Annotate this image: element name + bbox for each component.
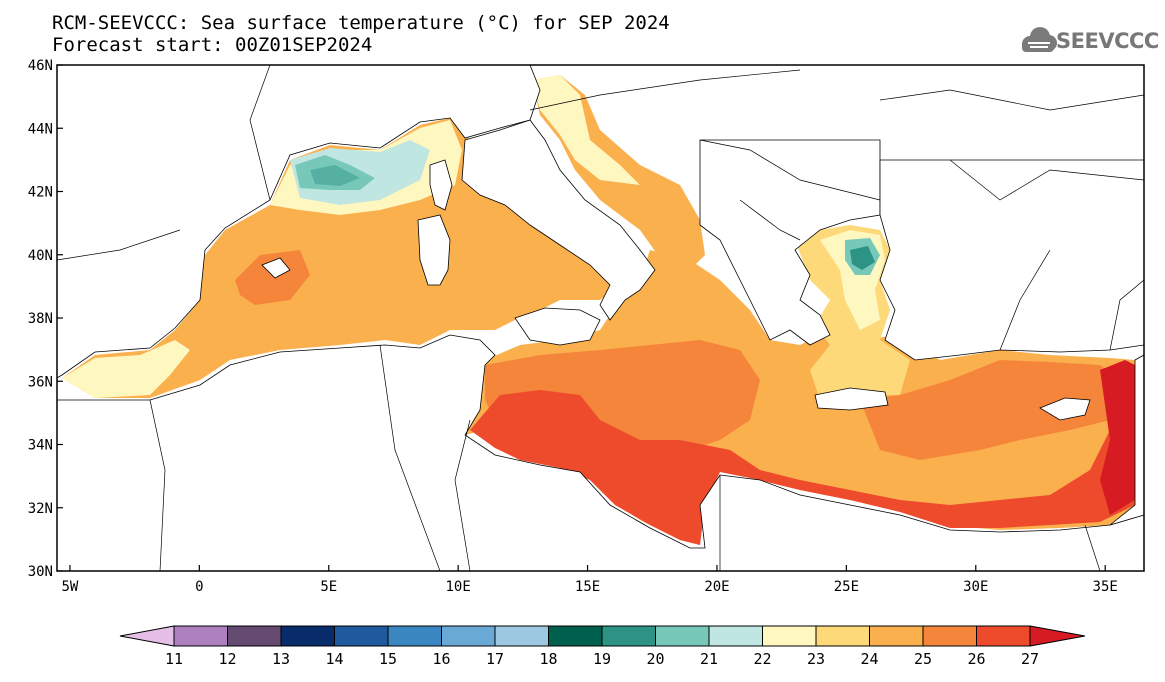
colorbar-box [494,625,549,647]
zone-gulf-lion-21 [295,155,375,190]
colorbar-box [655,625,710,647]
zone-levant-27 [1100,360,1135,515]
colorbar-box [762,625,817,647]
land-iberia-france [57,65,541,379]
colorbar-label: 11 [165,650,183,668]
chart-subtitle: Forecast start: 00Z01SEP2024 [52,34,373,56]
colorbar-label: 18 [539,650,557,668]
island-crete [814,387,889,411]
island-cyprus [1039,397,1091,421]
x-axis: 5W 0 5E 10E 15E 20E 25E 30E 35E [62,565,1118,595]
sea-surface-field [57,65,1144,571]
zone-aegean-19 [850,246,875,270]
y-axis: 46N 44N 42N 40N 38N 36N 34N 32N 30N [28,58,63,580]
zone-alboran [62,340,190,398]
colorbar-box [227,625,282,647]
colorbar-label: 16 [432,650,450,668]
logo-text: SEEVCCC [1056,29,1159,53]
colorbar-label: 23 [807,650,825,668]
island-corsica [429,159,453,211]
colorbar-label: 17 [486,650,504,668]
colorbar-extend-high [1029,625,1086,647]
island-mallorca [261,257,291,279]
y-tick-label: 46N [28,58,53,74]
colorbar: 11 12 13 14 15 16 17 18 19 20 21 22 23 24 25 26 27 [119,625,1086,668]
x-tick-label: 15E [575,579,600,595]
x-tick-label: 35E [1093,579,1118,595]
x-tick-label: 0 [195,579,203,595]
colorbar-label: 15 [379,650,397,668]
x-tick-label: 5W [62,579,79,595]
colorbar-label: 26 [967,650,985,668]
island-sardinia [417,214,451,286]
colorbar-label: 13 [272,650,290,668]
colorbar-box [601,625,656,647]
y-tick-label: 44N [28,121,53,137]
sea-western-basin [62,118,620,398]
country-borders [57,65,1144,571]
y-tick-label: 38N [28,311,53,327]
x-tick-label: 20E [704,579,729,595]
y-tick-label: 36N [28,374,53,390]
colorbar-extend-low [119,625,175,647]
colorbar-box [869,625,924,647]
x-tick-label: 10E [446,579,471,595]
colorbar-box [387,625,442,647]
colorbar-label: 27 [1021,650,1039,668]
y-tick-label: 40N [28,248,53,264]
land-north-africa [57,334,1144,571]
zone-gulf-lion-20 [310,165,360,186]
colorbar-label: 12 [218,650,236,668]
colorbar-box [976,625,1031,647]
land-italy [461,119,656,321]
x-tick-label: 25E [834,579,859,595]
zone-balearic-25 [235,250,310,305]
colorbar-label: 14 [325,650,343,668]
colorbar-label: 21 [700,650,718,668]
island-sicily [514,307,601,346]
land-turkey [879,159,1144,361]
zone-levant-25 [860,360,1120,460]
zone-north-adriatic [532,75,640,185]
y-tick-label: 32N [28,501,53,517]
x-tick-label: 30E [963,579,988,595]
colorbar-label: 24 [860,650,878,668]
colorbar-label: 20 [646,650,664,668]
colorbar-box [441,625,496,647]
colorbar-box [922,625,977,647]
colorbar-label: 25 [914,650,932,668]
chart-title: RCM-SEEVCCC: Sea surface temperature (°C… [52,12,670,34]
zone-sidra-26 [470,390,1135,545]
colorbar-box [280,625,335,647]
colorbar-label: 19 [593,650,611,668]
x-tick-label: 5E [320,579,337,595]
colorbar-box [334,625,389,647]
y-tick-label: 34N [28,438,53,454]
y-tick-label: 42N [28,185,53,201]
y-tick-label: 30N [28,564,53,580]
colorbar-box [548,625,603,647]
colorbar-box [173,625,228,647]
cloud-icon [1022,27,1057,52]
colorbar-label: 22 [753,650,771,668]
colorbar-box [708,625,763,647]
colorbar-box [815,625,870,647]
land-levant [1109,354,1144,526]
